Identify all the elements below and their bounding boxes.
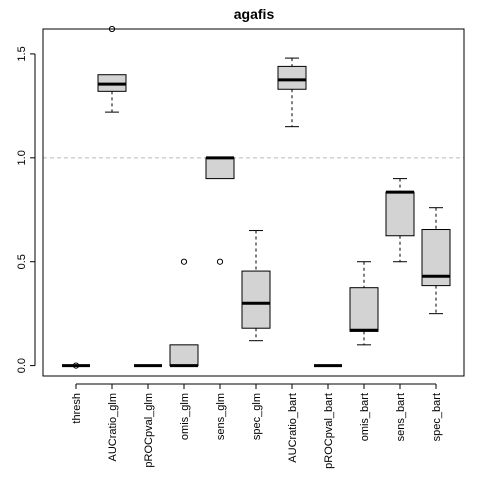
box-rect: [278, 66, 306, 89]
outlier-point: [181, 259, 186, 264]
x-tick-label: sens_bart: [395, 393, 407, 441]
x-tick-label: AUCratio_bart: [287, 393, 299, 463]
y-tick-label: 1.5: [16, 46, 28, 61]
box-AUCratio_glm: [98, 26, 126, 112]
x-tick-label: spec_glm: [251, 393, 263, 440]
box-thresh: [62, 363, 90, 368]
x-tick-label: pROCpval_glm: [143, 393, 155, 468]
box-spec_bart: [422, 208, 450, 314]
y-tick-label: 0.0: [16, 358, 28, 373]
x-tick-label: pROCpval_bart: [323, 393, 335, 469]
chart-title: agafis: [234, 6, 275, 22]
x-tick-label: omis_bart: [359, 393, 371, 441]
box-sens_bart: [386, 179, 414, 262]
x-tick-label: spec_bart: [431, 393, 443, 441]
box-rect: [350, 288, 378, 332]
box-AUCratio_bart: [278, 58, 306, 127]
box-sens_glm: [206, 158, 234, 264]
box-rect: [242, 271, 270, 328]
box-rect: [206, 158, 234, 179]
plot-area: 0.0 0.5 1.0 1.5 thresh AUCratio_glm pROCpval_g…: [16, 26, 464, 468]
box-rect: [170, 345, 198, 366]
y-tick-label: 1.0: [16, 150, 28, 165]
outlier-point: [217, 259, 222, 264]
x-tick-label: thresh: [71, 393, 83, 424]
box-rect: [386, 192, 414, 236]
box-omis_glm: [170, 259, 198, 365]
box-omis_bart: [350, 262, 378, 345]
x-tick-label: AUCratio_glm: [107, 393, 119, 461]
box-spec_glm: [242, 231, 270, 341]
y-tick-label: 0.5: [16, 254, 28, 269]
x-tick-label: omis_glm: [179, 393, 191, 440]
x-tick-label: sens_glm: [215, 393, 227, 440]
